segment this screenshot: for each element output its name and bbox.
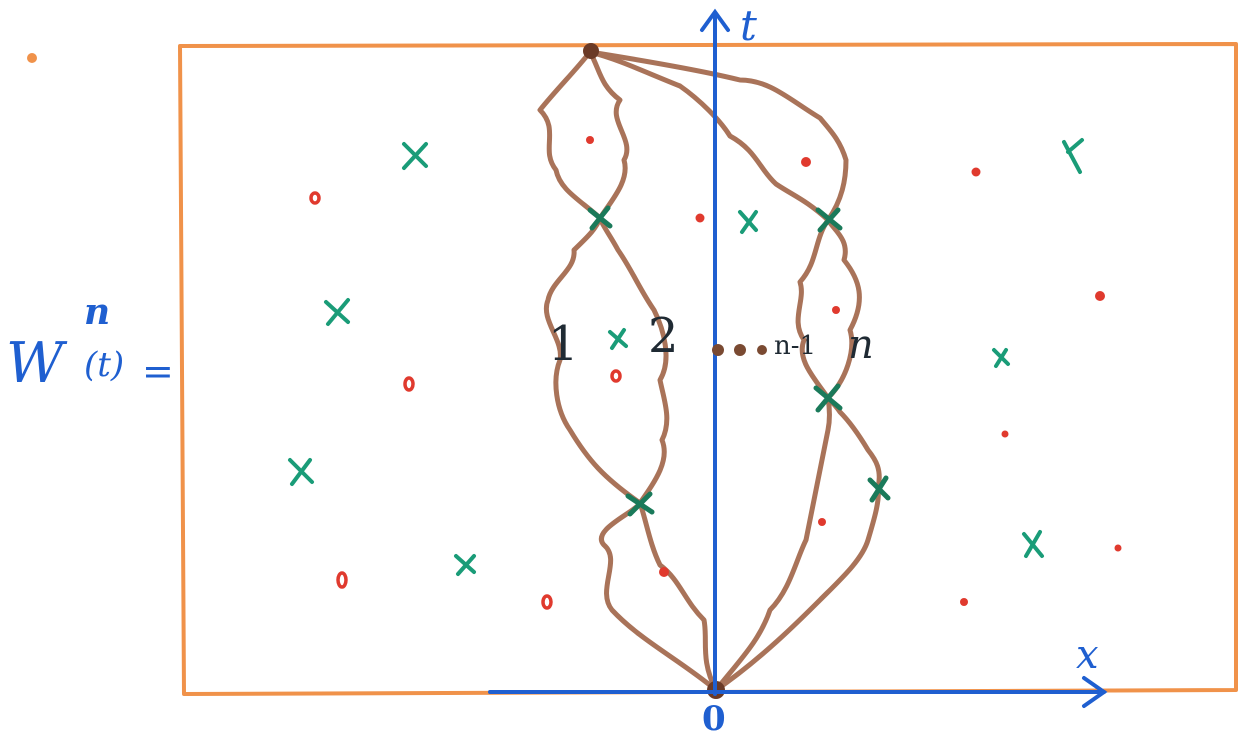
green-cross	[1022, 530, 1044, 558]
collision-cross	[813, 383, 843, 413]
red-dot	[586, 136, 594, 144]
red-dot	[1001, 430, 1009, 438]
red-dot	[960, 598, 968, 606]
ellipsis-dot	[734, 344, 746, 356]
ellipsis-dot	[757, 345, 767, 355]
origin-label: 0	[702, 699, 726, 736]
green-cross	[738, 210, 758, 234]
red-dot	[336, 571, 348, 589]
path-label-1: 1	[548, 316, 579, 372]
red-dot	[818, 518, 826, 526]
path-n-1	[587, 49, 832, 693]
t-axis-arrowhead	[700, 8, 730, 32]
formula-argument: (t)	[84, 345, 124, 385]
red-dot	[695, 213, 705, 223]
formula-symbol: W	[6, 331, 68, 396]
green-cross	[324, 298, 350, 326]
ellipsis-dots	[712, 344, 767, 356]
red-dot	[971, 167, 981, 177]
path-label-2: 2	[648, 308, 679, 364]
t-axis-label: t	[740, 1, 757, 50]
collision-cross	[867, 475, 891, 503]
path-1	[537, 49, 719, 693]
red-dot	[541, 594, 553, 610]
red-dots	[309, 191, 622, 610]
red-dot	[1114, 544, 1122, 552]
red-dot	[610, 369, 622, 383]
x-axis-arrowhead	[1082, 676, 1108, 708]
top-endpoint	[583, 43, 599, 59]
green-cross	[288, 458, 314, 486]
green-crosses	[288, 138, 1084, 576]
path-label-n-1: n-1	[774, 331, 816, 361]
green-cross	[992, 348, 1010, 368]
formula-equals: =	[142, 349, 174, 393]
red-dot	[1095, 291, 1105, 301]
collision-cross	[587, 205, 613, 231]
path-label-n: n	[848, 322, 874, 368]
formula-superscript: n	[84, 291, 110, 333]
brownian-paths	[537, 49, 882, 693]
formula-label: W n (t) =	[6, 291, 174, 396]
green-cross	[1062, 138, 1084, 174]
orange-frame	[178, 42, 1238, 696]
red-dot	[403, 376, 415, 392]
collision-cross	[625, 491, 655, 517]
ellipsis-dot	[712, 344, 724, 356]
path-n	[587, 49, 882, 693]
red-dot	[801, 157, 811, 167]
green-cross	[454, 554, 476, 576]
collision-marks	[587, 205, 891, 517]
red-filled-dots	[586, 136, 1122, 606]
green-cross	[402, 142, 428, 170]
stray-orange-dot	[27, 53, 37, 63]
x-axis-label: x	[1076, 632, 1099, 678]
green-cross	[608, 328, 628, 350]
red-dot	[832, 306, 840, 314]
red-dot	[309, 191, 321, 205]
collision-cross	[815, 207, 843, 233]
red-dot	[659, 567, 669, 577]
